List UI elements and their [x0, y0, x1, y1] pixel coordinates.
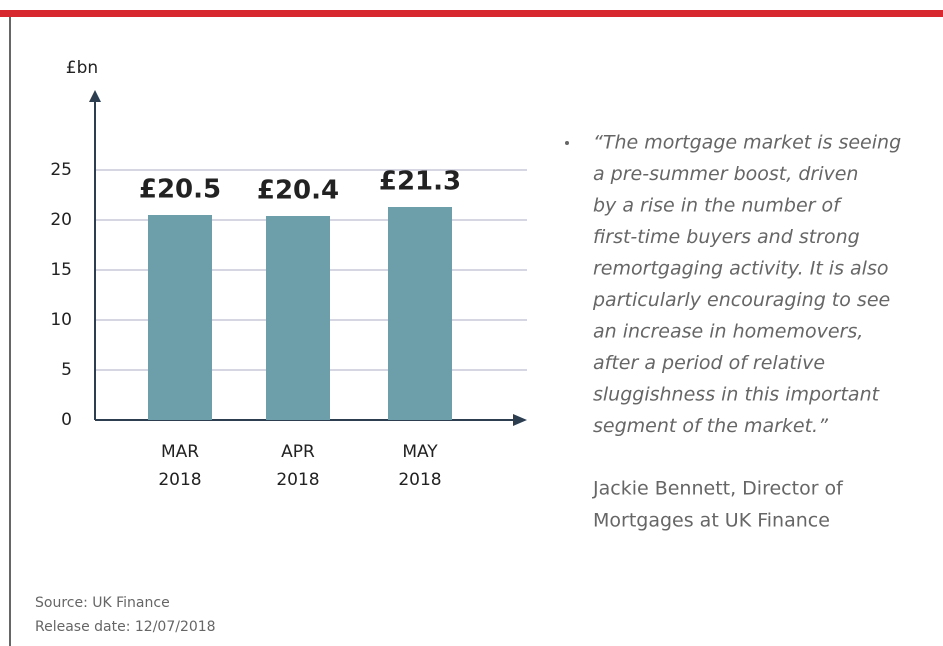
y-tick-label: 15: [50, 260, 72, 280]
bar: [388, 207, 452, 420]
quote-line: by a rise in the number of: [593, 195, 843, 217]
value-label: £20.4: [257, 176, 339, 206]
quote-line: particularly encouraging to see: [592, 289, 890, 311]
quote-line: segment of the market.”: [593, 415, 828, 437]
bullet: [565, 141, 569, 145]
y-tick-label: 0: [61, 410, 72, 430]
release-date: Release date: 12/07/2018: [35, 619, 216, 635]
y-tick-label: 20: [50, 210, 72, 230]
y-tick-label: 5: [61, 360, 72, 380]
x-tick-label: MAR 2018: [158, 442, 201, 490]
value-label: £21.3: [379, 167, 461, 197]
quote-line: “The mortgage market is seeing: [593, 132, 901, 154]
x-axis-arrow: [513, 414, 527, 426]
y-axis-label: £bn: [66, 58, 98, 78]
quote-line: sluggishness in this important: [593, 384, 881, 406]
quote-author: Jackie Bennett, Director of: [592, 478, 844, 500]
quote-line: an increase in homemovers,: [593, 321, 863, 343]
x-tick-label: APR 2018: [276, 442, 319, 490]
y-tick-label: 10: [50, 310, 72, 330]
quote-author: Mortgages at UK Finance: [593, 510, 830, 532]
y-axis-arrow: [89, 90, 101, 102]
bar: [148, 215, 212, 420]
y-tick-label: 25: [50, 160, 72, 180]
source: Source: UK Finance: [35, 595, 170, 611]
quote-line: after a period of relative: [593, 352, 825, 374]
value-label: £20.5: [139, 175, 221, 205]
top-bar: [0, 10, 943, 17]
x-tick-label: MAY 2018: [398, 442, 441, 490]
quote-line: remortgaging activity. It is also: [593, 258, 888, 280]
quote-line: first-time buyers and strong: [593, 226, 860, 248]
bar: [266, 216, 330, 420]
quote-line: a pre-summer boost, driven: [593, 163, 858, 185]
